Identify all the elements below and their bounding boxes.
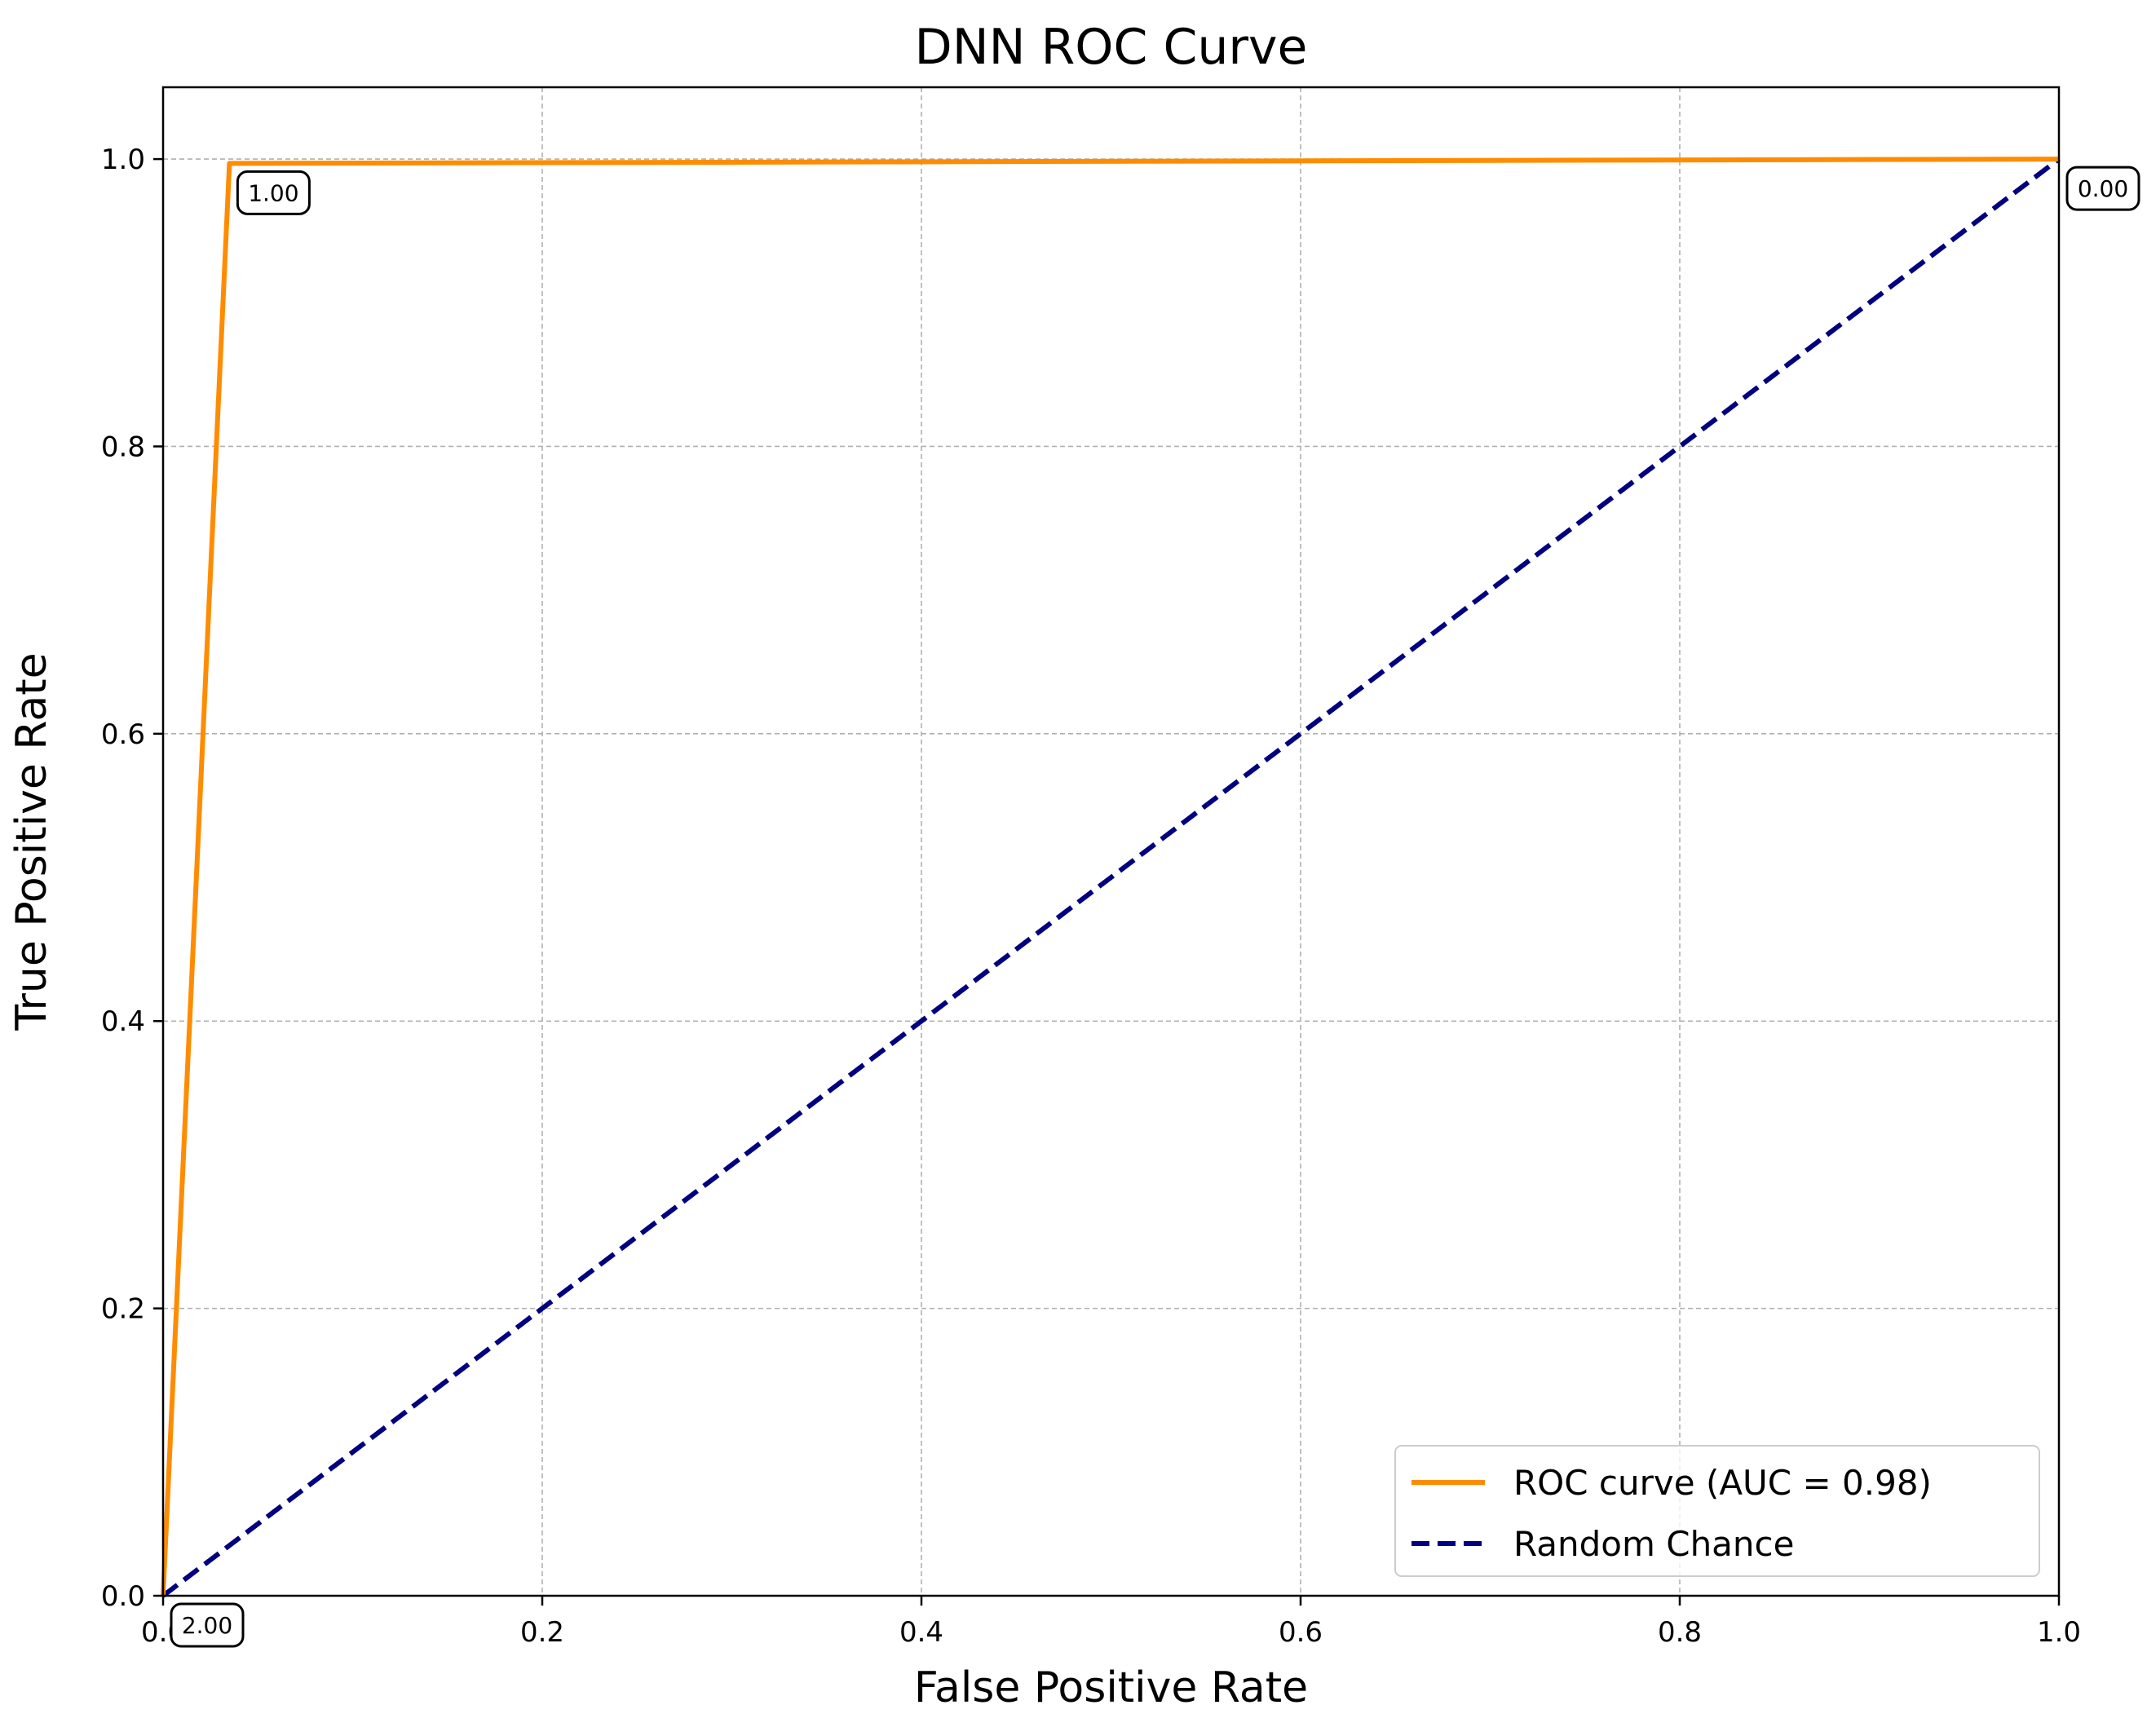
roc-curve-line: [161, 157, 2060, 1597]
threshold-annotation: 1.00: [236, 170, 311, 215]
y-tick-label: 0.8: [101, 431, 145, 463]
x-tick-label: 0.4: [899, 1616, 943, 1649]
legend-box: [1394, 1445, 2040, 1577]
series-lines: [161, 157, 2061, 1598]
random-chance-line: [161, 157, 2061, 1598]
y-axis-label: True Positive Rate: [7, 652, 56, 1031]
annotation-label: 0.00: [2078, 175, 2128, 202]
x-axis-label: False Positive Rate: [914, 1663, 1308, 1712]
y-tick-label: 0.4: [101, 1005, 145, 1038]
annotation-box: [170, 1602, 245, 1648]
legend: ROC curve (AUC = 0.98) Random Chance: [1394, 1445, 2040, 1577]
x-tick-label: 0.8: [1658, 1616, 1702, 1649]
y-tick-label: 0.6: [101, 718, 145, 751]
legend-label-roc: ROC curve (AUC = 0.98): [1513, 1463, 1932, 1503]
threshold-annotation: 0.00: [2065, 166, 2140, 211]
y-tick-label: 1.0: [101, 144, 145, 176]
chart-title: DNN ROC Curve: [915, 19, 1308, 76]
x-tick-label: 0.6: [1279, 1616, 1323, 1649]
plot-frame: [161, 86, 2061, 1597]
axis-ticks: 0.0 0.2 0.4 0.6 0.8 1.00.00.20.40.60.81.0: [101, 144, 2081, 1649]
threshold-annotation: 2.00: [170, 1602, 245, 1648]
grid-lines: [162, 87, 2060, 1597]
x-tick-label: 1.0: [2037, 1616, 2081, 1649]
y-tick-label: 0.2: [101, 1293, 145, 1326]
x-tick-label: 0.2: [520, 1616, 564, 1649]
y-tick-label: 0.0: [101, 1580, 145, 1613]
legend-label-random: Random Chance: [1513, 1524, 1794, 1564]
annotation-box: [2065, 166, 2140, 211]
annotation-label: 2.00: [182, 1612, 232, 1639]
annotation-box: [236, 170, 311, 215]
annotation-label: 1.00: [248, 179, 298, 206]
threshold-annotations: 2.00 1.00 0.00: [170, 166, 2140, 1648]
